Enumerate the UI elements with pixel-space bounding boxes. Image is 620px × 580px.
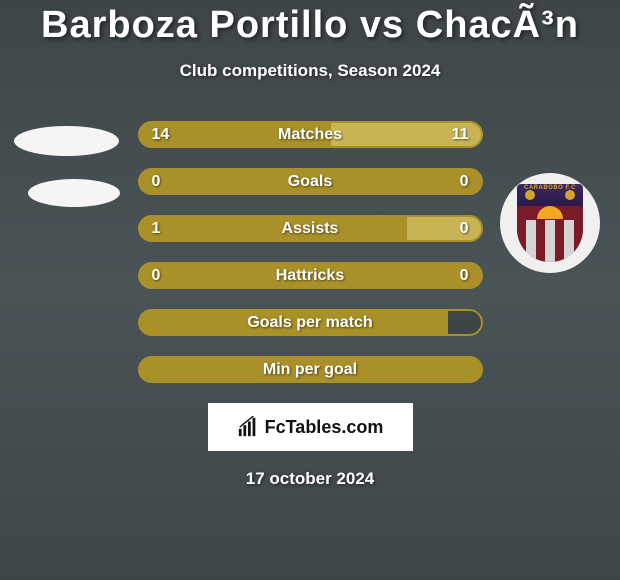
stat-row: Min per goal [138, 356, 483, 383]
brand-text: FcTables.com [265, 417, 384, 438]
shield-icon: CARABOBO F.C [517, 184, 583, 262]
stat-value-left: 14 [152, 121, 170, 148]
stat-value-right: 0 [460, 168, 469, 195]
stat-row: Goals0 0 [138, 168, 483, 195]
stat-label: Min per goal [138, 356, 483, 383]
stat-row: Goals per match [138, 309, 483, 336]
stat-label: Assists [138, 215, 483, 242]
stat-rows: Matches1411Goals00Assists10Hattricks00Go… [138, 121, 483, 383]
stat-value-right: 11 [452, 121, 469, 148]
stat-label: Goals per match [138, 309, 483, 336]
team-crest-right: CARABOBO F.C [500, 173, 600, 273]
date-label: 17 october 2024 [0, 469, 620, 489]
stat-label: Matches [138, 121, 483, 148]
shield-label: CARABOBO F.C [517, 184, 583, 191]
stat-row: Matches14 11 [138, 121, 483, 148]
crest-left-shape-2 [28, 179, 120, 207]
stat-row: Assists1 0 [138, 215, 483, 242]
crest-left-shape-1 [14, 126, 119, 156]
stat-value-left: 1 [152, 215, 161, 242]
stat-label: Hattricks [138, 262, 483, 289]
page-title: Barboza Portillo vs ChacÃ³n [0, 0, 620, 47]
brand-box: FcTables.com [208, 403, 413, 451]
team-crest-left [6, 121, 106, 221]
stat-value-right: 0 [460, 262, 469, 289]
stat-value-left: 0 [152, 262, 161, 289]
stat-label: Goals [138, 168, 483, 195]
stat-value-right: 0 [460, 215, 469, 242]
brand-logo-icon [237, 416, 259, 438]
subtitle: Club competitions, Season 2024 [0, 61, 620, 81]
comparison-panel: CARABOBO F.C Matches1411Goals00Assists10… [0, 121, 620, 489]
stat-value-left: 0 [152, 168, 161, 195]
stat-row: Hattricks0 0 [138, 262, 483, 289]
